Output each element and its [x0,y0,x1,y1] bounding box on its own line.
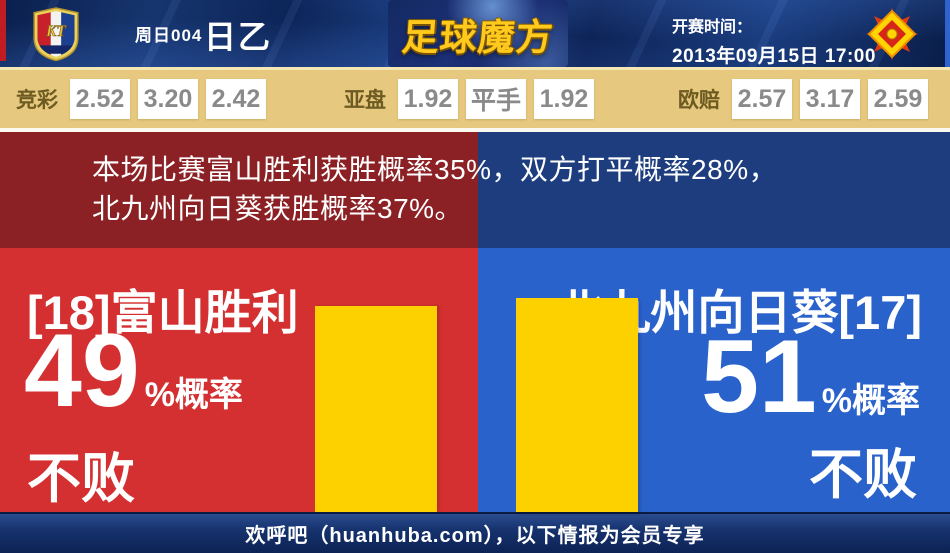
home-outcome: 不败 [27,449,135,509]
brand-logo: 足球魔方 [388,0,568,67]
away-team-crest-icon [865,7,919,66]
kickoff-datetime: 2013年09月15日 17:00 [672,46,876,67]
footer-text: 欢呼吧（huanhuba.com），以下情报为会员专享 [245,525,705,547]
prediction-line-1: 本场比赛富山胜利获胜概率35%，双方打平概率28%， [92,154,778,185]
match-number: 周日004 [135,26,203,45]
home-probability: 49 %概率 [24,308,243,435]
left-red-edge-stripe [0,0,6,61]
odds-value-box: 1.92 [398,79,458,119]
home-probability-suffix: %概率 [144,376,243,414]
home-probability-bar [315,306,437,512]
odds-group-asian-handicap: 亚盘 1.92 平手 1.92 [344,70,594,128]
odds-label-asian-handicap: 亚盘 [344,89,386,112]
league-name: 日乙 [204,19,273,55]
odds-value-box: 2.57 [732,79,792,119]
kickoff-info: 开赛时间： 2013年09月15日 17:00 [672,13,876,68]
odds-bar: 竞彩 2.52 3.20 2.42 亚盘 1.92 平手 1.92 欧赔 2.5… [0,67,950,132]
prediction-summary-band: 本场比赛富山胜利获胜概率35%，双方打平概率28%， 北九州向日葵获胜概率37%… [0,132,950,248]
away-probability-bar [516,298,638,512]
odds-value-box: 3.17 [800,79,860,119]
kickoff-label: 开赛时间： [672,19,753,36]
prediction-text: 本场比赛富山胜利获胜概率35%，双方打平概率28%， 北九州向日葵获胜概率37%… [92,150,777,228]
away-probability: 51 %概率 [701,314,920,441]
brand-logo-text: 足球魔方 [400,16,556,58]
away-outcome: 不败 [809,445,917,505]
home-team-name: [18]富山胜利 [27,286,299,339]
site-footer: 欢呼吧（huanhuba.com），以下情报为会员专享 [0,512,950,553]
right-blue-edge-stripe [945,0,950,67]
odds-group-european: 欧赔 2.57 3.17 2.59 [678,70,928,128]
svg-text:KT: KT [45,23,67,40]
away-probability-suffix: %概率 [821,382,920,420]
odds-label-jingcai: 竞彩 [16,89,58,112]
home-probability-number: 49 [24,313,140,429]
match-header: KT 周日004 日乙 足球魔方 开赛时间： 2013年09月15日 17:00 [0,0,950,67]
odds-value-box: 2.52 [70,79,130,119]
odds-group-jingcai: 竞彩 2.52 3.20 2.42 [16,70,266,128]
odds-value-box: 1.92 [534,79,594,119]
odds-value-box: 平手 [466,79,526,119]
probability-panels: [18]富山胜利 49 %概率 不败 北九州向日葵[17] 51 %概率 不败 [0,248,950,512]
odds-label-european: 欧赔 [678,89,720,112]
prediction-line-2: 北九州向日葵获胜概率37%。 [92,193,464,224]
odds-value-box: 2.59 [868,79,928,119]
odds-value-box: 2.42 [206,79,266,119]
odds-value-box: 3.20 [138,79,198,119]
away-probability-number: 51 [701,319,817,435]
home-team-crest-icon: KT [31,7,81,66]
